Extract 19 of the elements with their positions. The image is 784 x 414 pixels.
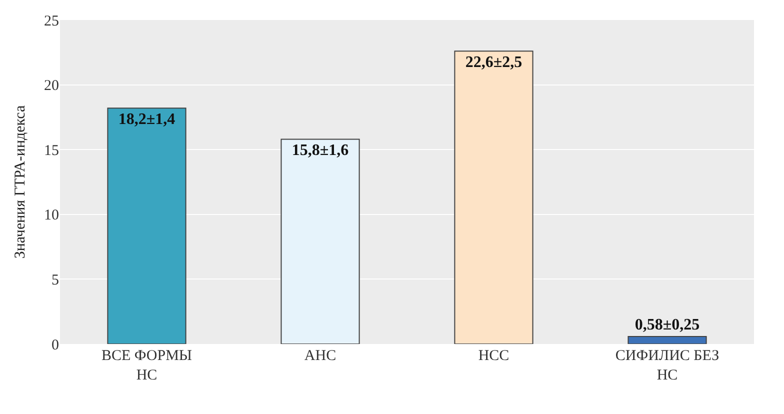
x-tick-label: АНС: [304, 348, 336, 364]
bar: [454, 50, 534, 344]
data-label: 15,8±1,6: [292, 142, 349, 160]
bar: [280, 138, 360, 344]
x-tick-label: СИФИЛИС БЕЗ НС: [615, 348, 720, 384]
x-tick-label: ВСЕ ФОРМЫ НС: [101, 348, 192, 384]
y-tick-label: 20: [44, 78, 59, 94]
bar: [628, 336, 707, 344]
data-label: 18,2±1,4: [118, 111, 176, 128]
data-label: 22,6±2,5: [465, 54, 522, 72]
y-tick-label: 5: [52, 272, 59, 288]
bar: [107, 108, 186, 344]
y-tick-label: 10: [44, 208, 59, 224]
y-tick-label: 0: [52, 337, 59, 354]
y-tick-label: 15: [44, 142, 59, 159]
y-axis-title: Значения ГТРА-индекса: [12, 104, 28, 259]
x-tick-label: НСС: [478, 348, 510, 364]
data-label: 0,58±0,25: [634, 316, 700, 334]
y-tick-label: 25: [44, 13, 59, 30]
